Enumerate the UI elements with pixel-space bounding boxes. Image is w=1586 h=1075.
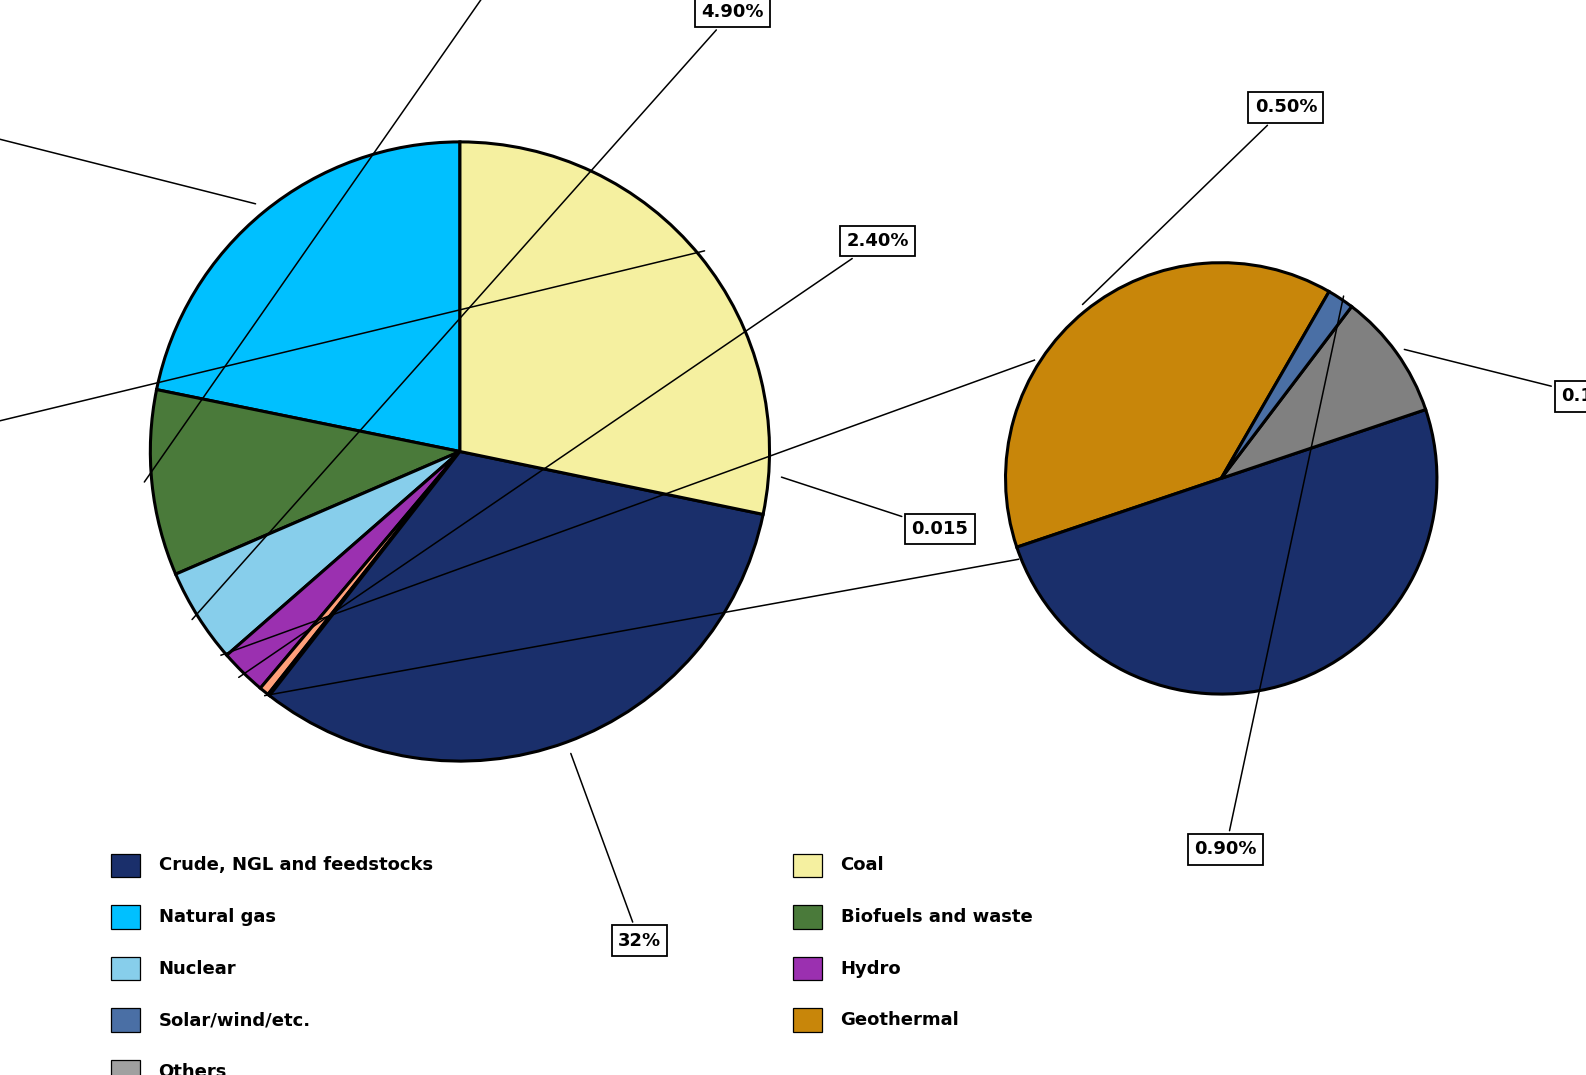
Text: 4.90%: 4.90% (192, 3, 763, 619)
Wedge shape (151, 389, 460, 574)
Text: 0.50%: 0.50% (1083, 99, 1318, 304)
Wedge shape (260, 452, 460, 694)
Wedge shape (227, 452, 460, 688)
Text: 9.60%: 9.60% (144, 0, 547, 482)
Wedge shape (157, 142, 460, 452)
Text: Others: Others (159, 1063, 227, 1075)
Text: 0.015: 0.015 (782, 477, 969, 538)
Text: 28%: 28% (0, 250, 704, 467)
Text: 0.10%: 0.10% (1404, 349, 1586, 405)
Text: 32%: 32% (571, 754, 661, 949)
Wedge shape (1221, 306, 1426, 478)
Text: Biofuels and waste: Biofuels and waste (841, 908, 1032, 926)
Wedge shape (1006, 262, 1329, 547)
Wedge shape (268, 452, 460, 696)
Text: 0.90%: 0.90% (1194, 296, 1343, 858)
Wedge shape (460, 142, 769, 514)
Text: Natural gas: Natural gas (159, 908, 276, 926)
Text: Hydro: Hydro (841, 960, 901, 977)
Wedge shape (176, 452, 460, 655)
Text: Geothermal: Geothermal (841, 1012, 960, 1029)
Wedge shape (1221, 291, 1351, 478)
Text: Nuclear: Nuclear (159, 960, 236, 977)
Text: Crude, NGL and feedstocks: Crude, NGL and feedstocks (159, 857, 433, 874)
Text: 21.60%: 21.60% (0, 117, 255, 204)
Text: Solar/wind/etc.: Solar/wind/etc. (159, 1012, 311, 1029)
Wedge shape (270, 452, 763, 761)
Wedge shape (1017, 410, 1437, 694)
Text: 2.40%: 2.40% (239, 232, 909, 677)
Text: Coal: Coal (841, 857, 885, 874)
